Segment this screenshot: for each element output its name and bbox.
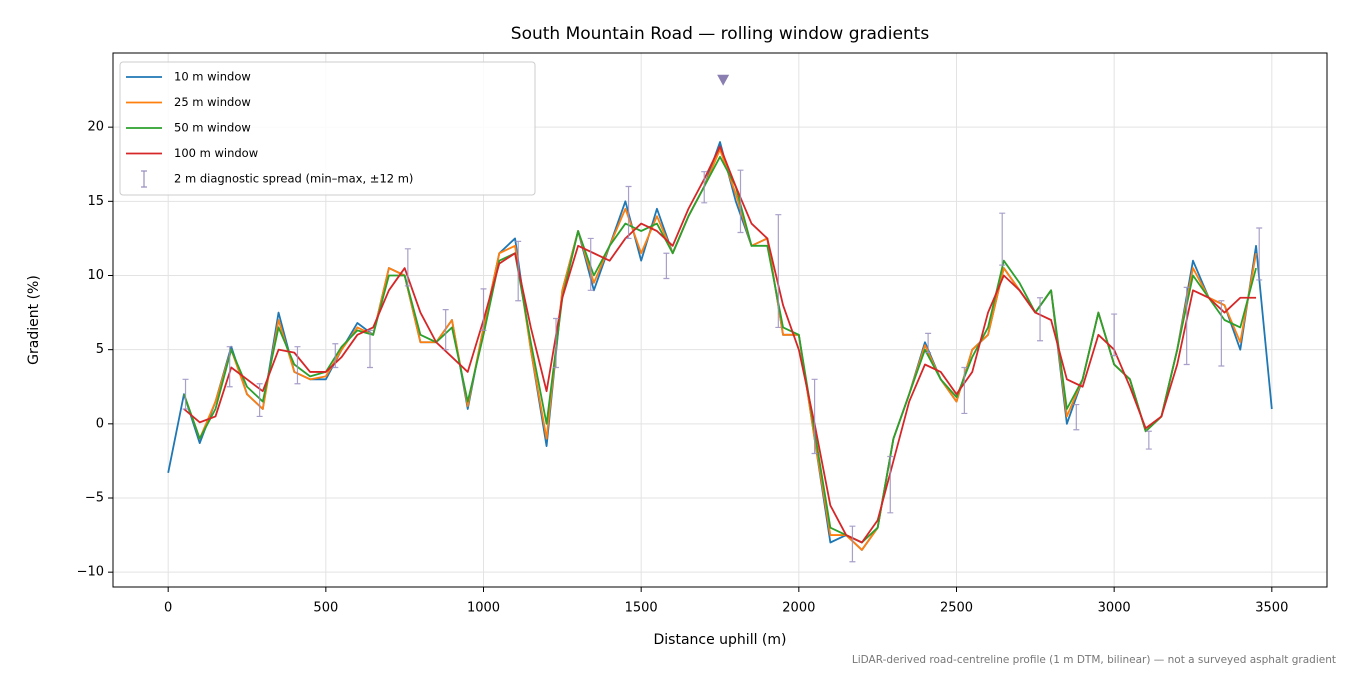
error-bar <box>332 343 339 369</box>
series-line <box>183 145 1257 544</box>
y-tick-label: 20 <box>87 120 104 135</box>
error-bar <box>925 332 932 354</box>
error-bar <box>480 288 487 331</box>
error-bar <box>553 317 560 369</box>
x-tick-label: 3000 <box>1098 601 1131 616</box>
error-bar <box>663 252 670 280</box>
y-axis-label: Gradient (%) <box>26 275 42 365</box>
error-bar <box>701 171 708 204</box>
series-line <box>183 148 1257 551</box>
error-bar <box>587 237 594 291</box>
legend-label: 2 m diagnostic spread (min–max, ±12 m) <box>174 172 413 186</box>
error-bar <box>442 309 449 351</box>
error-bar <box>256 383 263 418</box>
y-tick-label: −5 <box>85 491 104 506</box>
x-tick-label: 1500 <box>625 601 658 616</box>
plot-frame <box>112 52 1328 588</box>
series-line <box>167 141 1273 551</box>
chart-title: South Mountain Road — rolling window gra… <box>511 24 930 44</box>
x-tick-label: 3500 <box>1255 601 1288 616</box>
legend-label: 25 m window <box>174 95 251 109</box>
error-bar <box>294 346 301 385</box>
error-bar <box>1073 403 1080 431</box>
legend: 10 m window 25 m window 50 m window 100 m w… <box>119 61 536 196</box>
error-bar <box>887 455 894 514</box>
footnote: LiDAR-derived road-centreline profile (1… <box>852 654 1336 666</box>
legend-swatch <box>141 170 147 188</box>
error-bar <box>811 378 818 455</box>
y-tick-label: 5 <box>96 342 104 357</box>
legend-label: 100 m window <box>174 146 258 160</box>
x-tick-label: 2000 <box>782 601 815 616</box>
error-bar <box>1037 297 1044 342</box>
error-bar <box>182 378 189 410</box>
error-bar <box>625 185 632 240</box>
error-bar <box>404 248 411 287</box>
legend-box <box>119 61 536 196</box>
error-bar <box>366 329 373 369</box>
error-bar <box>1183 286 1190 366</box>
peak-marker <box>717 74 730 86</box>
x-tick-label: 500 <box>313 601 338 616</box>
error-bar <box>737 169 744 234</box>
error-bar <box>1256 227 1263 281</box>
x-tick-label: 0 <box>164 601 172 616</box>
error-bar <box>999 212 1006 266</box>
y-tick-label: 0 <box>96 416 104 431</box>
error-bar <box>226 346 233 388</box>
legend-label: 10 m window <box>174 70 251 84</box>
y-tick-label: 10 <box>87 268 104 283</box>
x-axis-label: Distance uphill (m) <box>654 632 787 648</box>
error-bar <box>515 240 522 302</box>
x-tick-label: 1000 <box>467 601 500 616</box>
error-bar <box>1218 300 1225 367</box>
error-bar <box>775 214 782 329</box>
error-bar <box>961 366 968 415</box>
legend-label: 50 m window <box>174 121 251 135</box>
y-tick-label: −10 <box>77 565 104 580</box>
x-tick-label: 2500 <box>940 601 973 616</box>
y-tick-label: 15 <box>87 194 104 209</box>
error-bar <box>849 525 856 563</box>
error-bar <box>1111 313 1118 357</box>
error-bar <box>1145 430 1152 450</box>
